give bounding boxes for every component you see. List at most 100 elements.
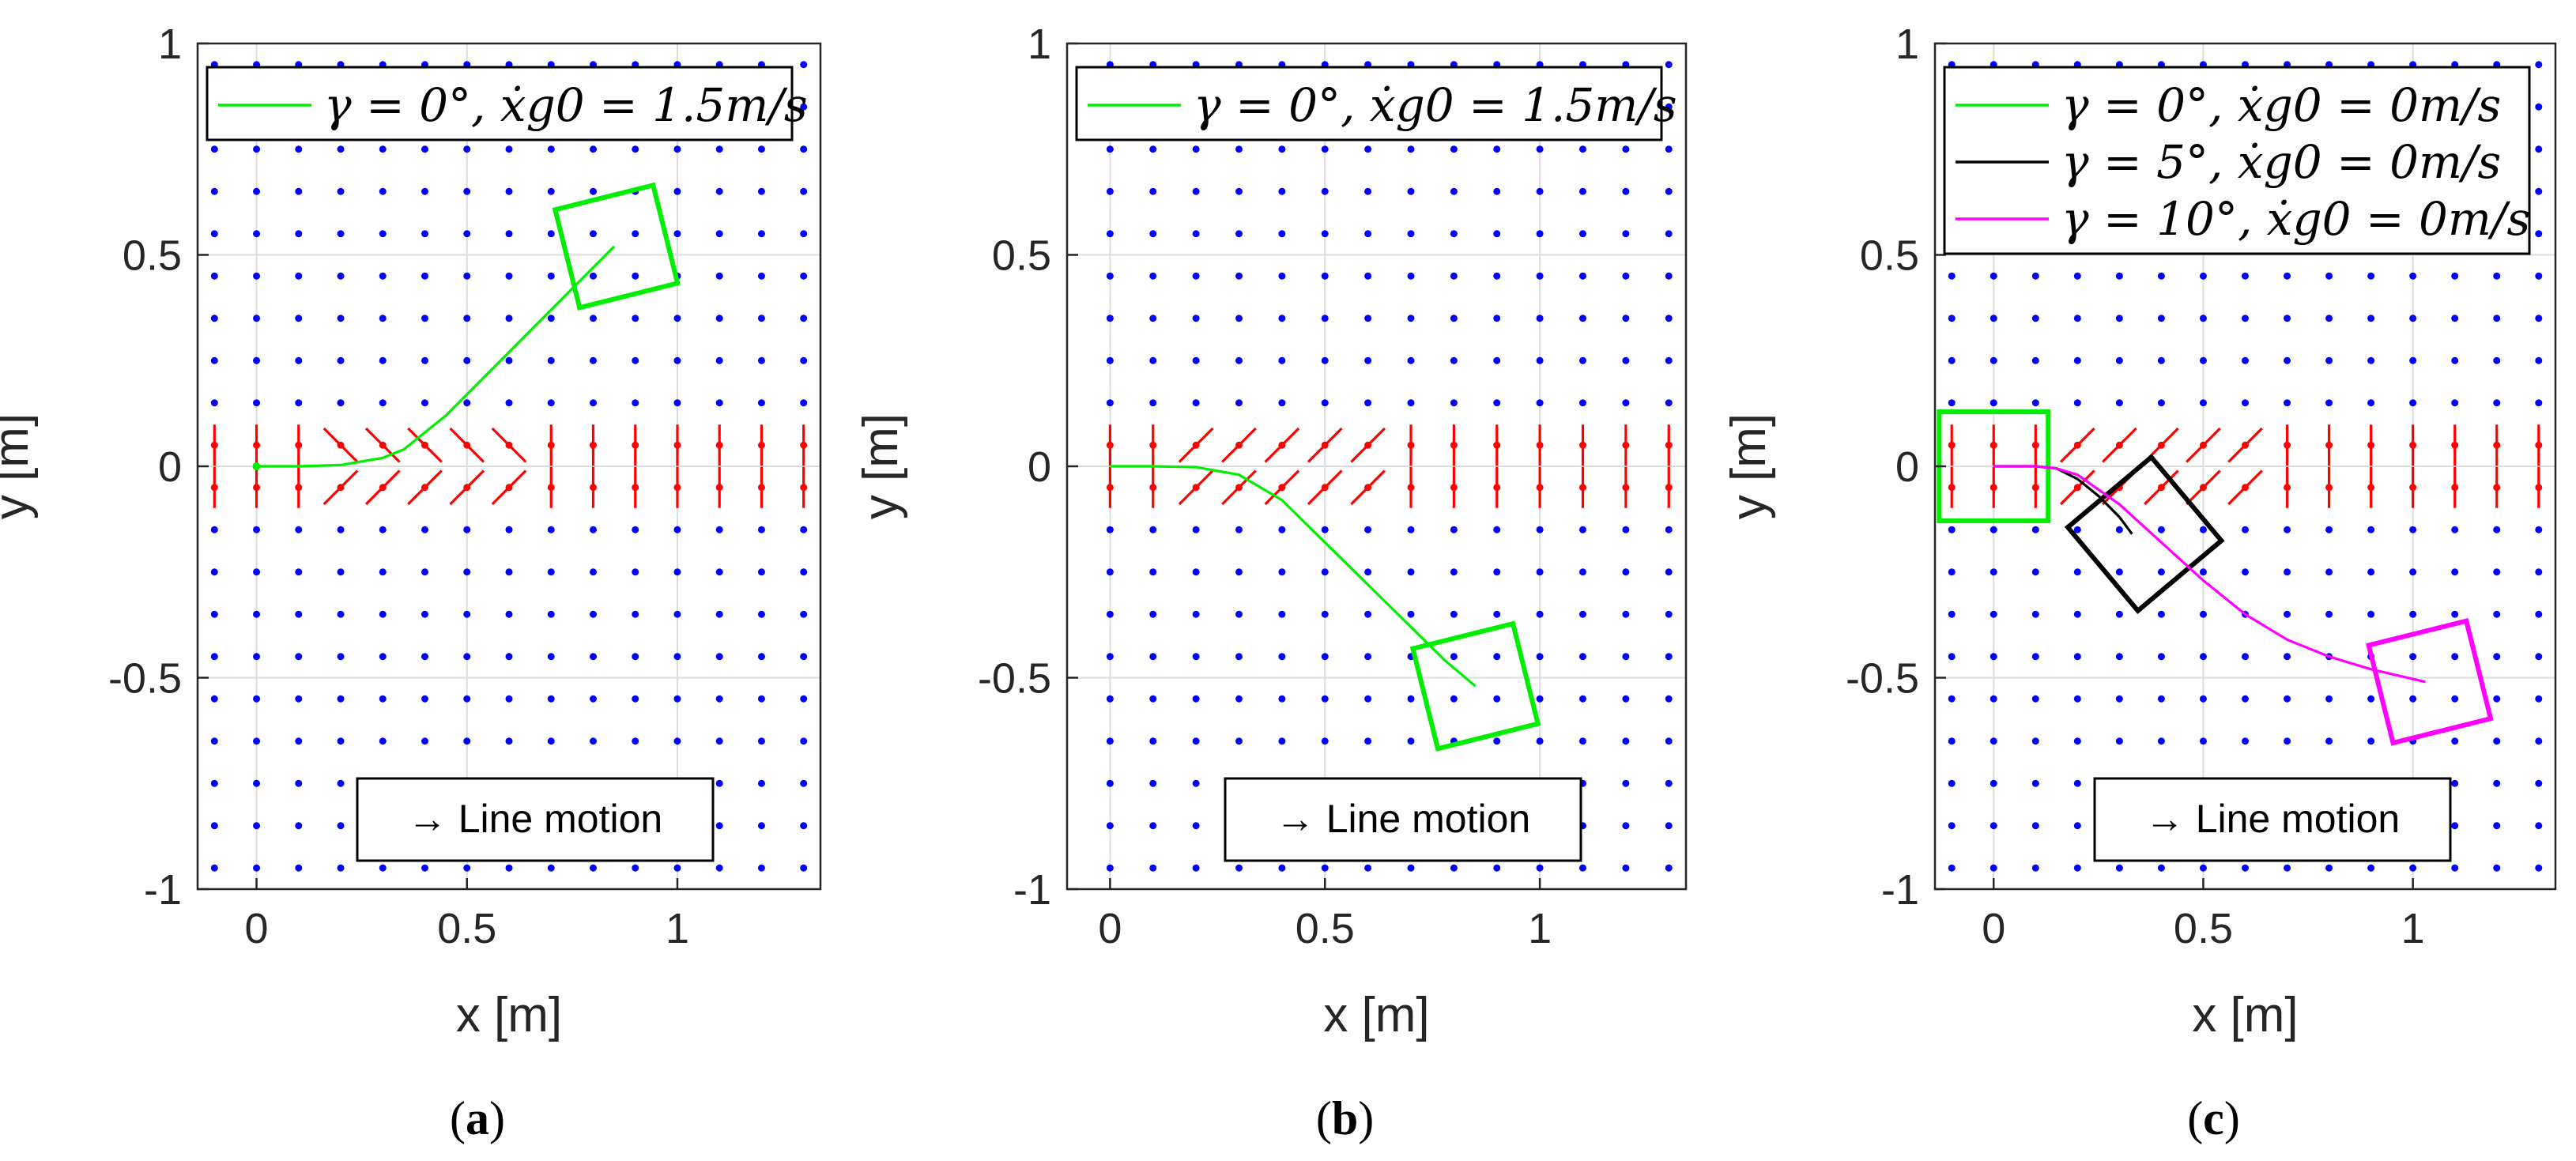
- field-dot: [1106, 145, 1114, 153]
- field-dot: [547, 737, 555, 745]
- field-dot: [2493, 272, 2501, 280]
- field-dot: [253, 610, 261, 618]
- field-dot: [1665, 822, 1673, 830]
- field-dot: [1278, 568, 1286, 576]
- field-dot: [673, 187, 681, 195]
- field-dot: [800, 610, 808, 618]
- field-dot: [632, 230, 639, 238]
- field-arrow-point: [2367, 484, 2375, 492]
- field-dot: [1149, 399, 1157, 407]
- field-arrow-point: [589, 441, 597, 449]
- field-dot: [1990, 822, 1997, 830]
- field-dot: [1192, 695, 1200, 703]
- field-dot: [253, 145, 261, 153]
- field-arrow-point: [295, 441, 303, 449]
- field-dot: [1106, 822, 1114, 830]
- field-dot: [715, 653, 723, 661]
- field-dot: [1321, 230, 1329, 238]
- field-dot: [632, 145, 639, 153]
- field-dot: [1990, 695, 1997, 703]
- field-dot: [463, 399, 471, 407]
- field-arrow-point: [1364, 441, 1372, 449]
- field-dot: [1407, 695, 1415, 703]
- field-dot: [1106, 653, 1114, 661]
- y-tick-label: 1: [158, 21, 182, 68]
- field-dot: [1622, 568, 1630, 576]
- field-dot: [2451, 526, 2459, 533]
- field-dot: [1579, 356, 1586, 364]
- field-dot: [1622, 779, 1630, 787]
- legend: γ = 0°, ẋg0 = 1.5m/s: [206, 66, 808, 141]
- field-dot: [463, 315, 471, 322]
- field-dot: [463, 272, 471, 280]
- field-dot: [2325, 356, 2333, 364]
- field-dot: [2325, 272, 2333, 280]
- field-arrow-point: [1149, 484, 1157, 492]
- field-dot: [337, 779, 345, 787]
- field-dot: [673, 230, 681, 238]
- field-dot: [2031, 526, 2039, 533]
- field-dot: [589, 737, 597, 745]
- field-dot: [632, 737, 639, 745]
- field-dot: [1278, 315, 1286, 322]
- field-dot: [1149, 145, 1157, 153]
- field-dot: [2409, 526, 2417, 533]
- field-dot: [1493, 272, 1501, 280]
- field-dot: [2535, 272, 2543, 280]
- field-dot: [632, 356, 639, 364]
- field-dot: [1493, 568, 1501, 576]
- field-dot: [2325, 568, 2333, 576]
- field-dot: [715, 822, 723, 830]
- field-dot: [2242, 864, 2249, 872]
- field-dot: [505, 737, 513, 745]
- field-dot: [2157, 272, 2165, 280]
- field-dot: [1536, 526, 1544, 533]
- field-dot: [1192, 822, 1200, 830]
- field-dot: [1364, 695, 1372, 703]
- field-arrow-point: [505, 484, 513, 492]
- field-dot: [2242, 737, 2249, 745]
- field-dot: [1364, 864, 1372, 872]
- field-dot: [589, 315, 597, 322]
- x-axis-label: x [m]: [456, 988, 562, 1042]
- field-dot: [210, 356, 218, 364]
- field-dot: [1450, 315, 1458, 322]
- x-tick-label: 1: [1528, 905, 1552, 952]
- field-dot: [1622, 695, 1630, 703]
- field-dot: [2031, 864, 2039, 872]
- field-dot: [379, 230, 387, 238]
- field-dot: [1536, 864, 1544, 872]
- field-dot: [800, 695, 808, 703]
- field-dot: [1106, 864, 1114, 872]
- field-arrow-point: [379, 484, 387, 492]
- field-dot: [1579, 864, 1586, 872]
- field-dot: [2115, 864, 2123, 872]
- field-dot: [210, 145, 218, 153]
- field-dot: [1235, 356, 1243, 364]
- field-arrow-point: [1948, 441, 1956, 449]
- field-dot: [2073, 399, 2081, 407]
- start-marker: [252, 462, 261, 470]
- field-dot: [2493, 864, 2501, 872]
- field-dot: [463, 187, 471, 195]
- field-dot: [589, 568, 597, 576]
- field-dot: [2409, 272, 2417, 280]
- field-dot: [589, 526, 597, 533]
- field-arrow-point: [379, 441, 387, 449]
- field-arrow-point: [2325, 441, 2333, 449]
- field-dot: [757, 864, 765, 872]
- field-dot: [1364, 737, 1372, 745]
- field-dot: [1407, 568, 1415, 576]
- field-dot: [1450, 399, 1458, 407]
- legend-box: [1075, 66, 1663, 141]
- field-dot: [1407, 145, 1415, 153]
- field-dot: [1579, 568, 1586, 576]
- field-dot: [2409, 315, 2417, 322]
- field-dot: [1536, 568, 1544, 576]
- annotation-text: → Line motion: [408, 797, 662, 841]
- field-dot: [2073, 526, 2081, 533]
- field-dot: [1321, 526, 1329, 533]
- field-dot: [2535, 145, 2543, 153]
- field-dot: [2284, 526, 2291, 533]
